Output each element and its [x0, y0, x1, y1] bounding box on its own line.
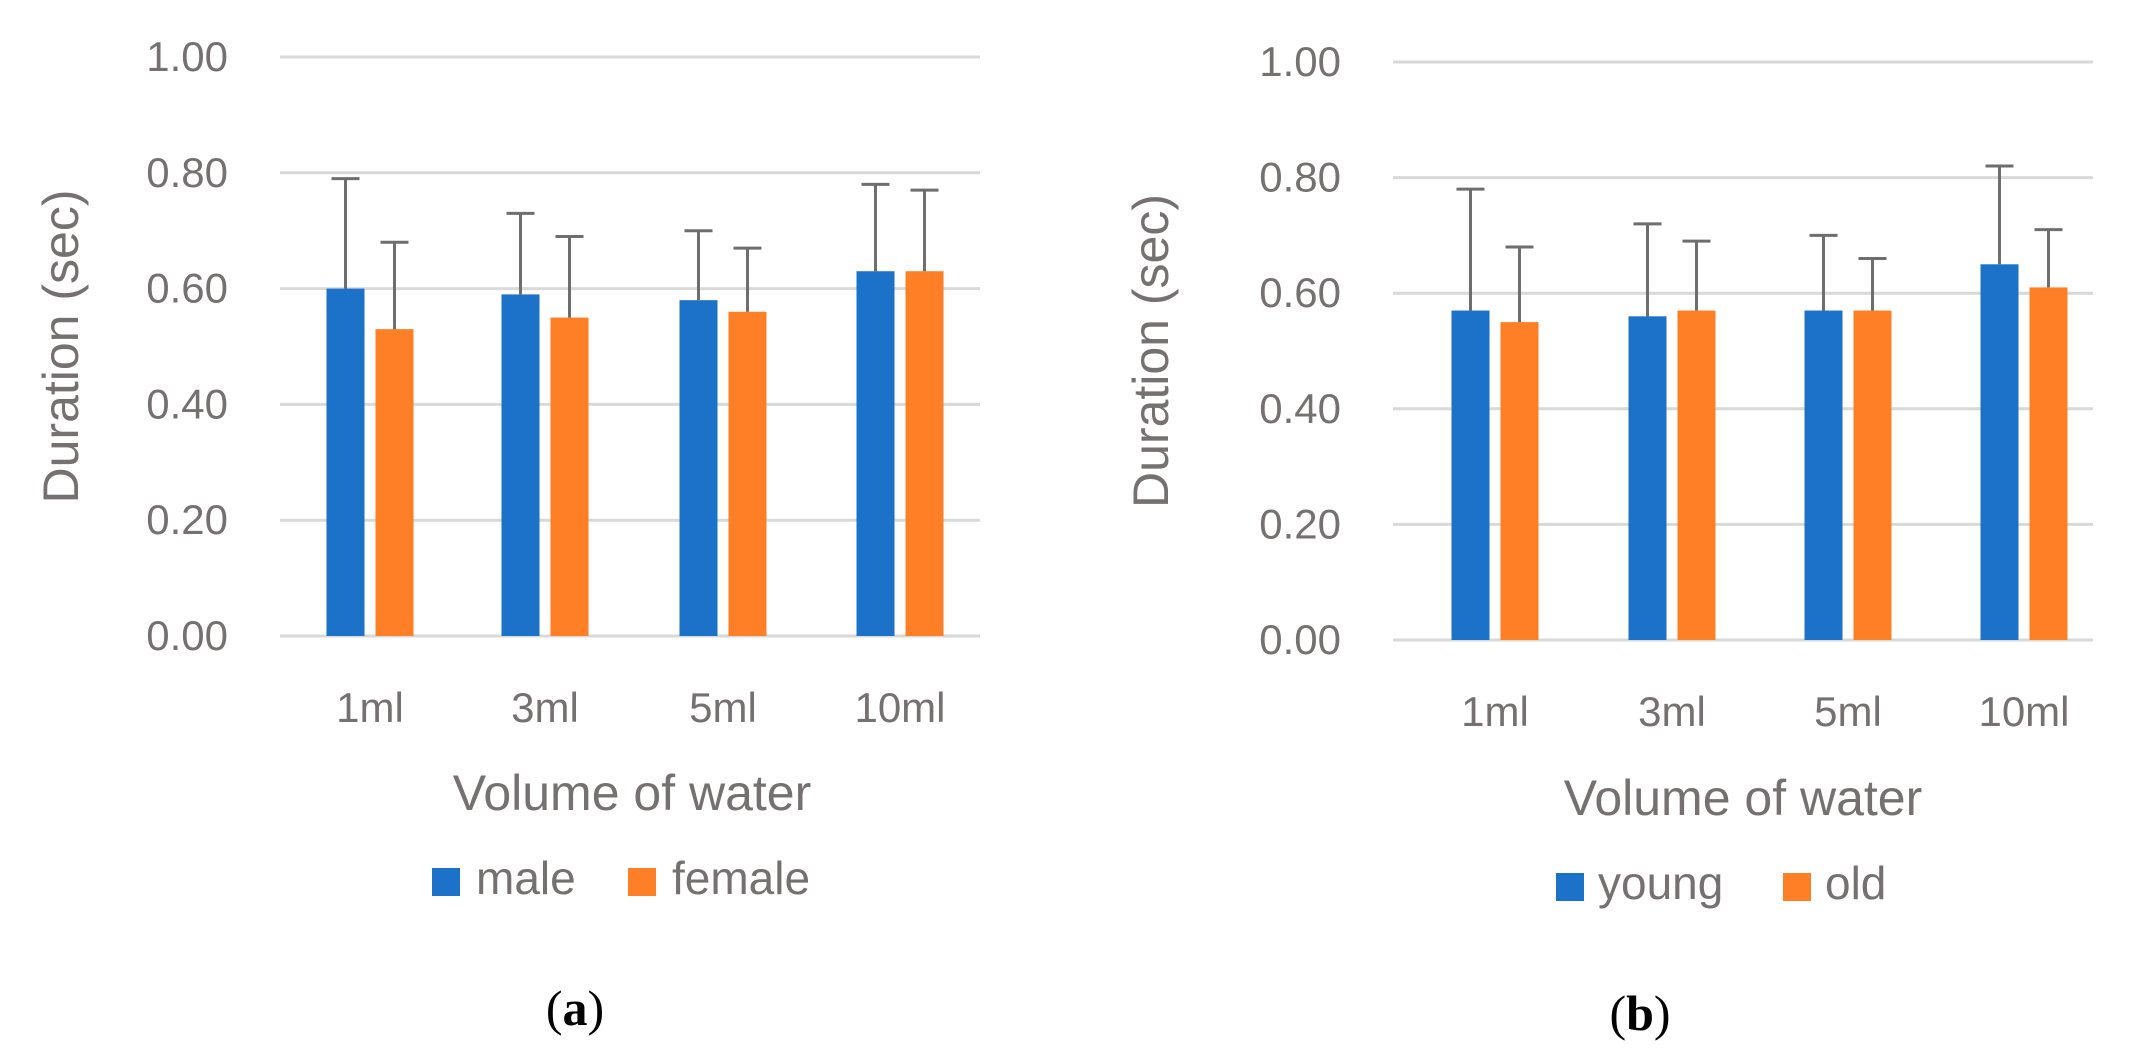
- y-tick-label: 0.20: [1259, 500, 1341, 547]
- legend-swatch-young: [1556, 873, 1584, 901]
- bar-female-5ml: [728, 311, 767, 636]
- legend-swatch-male: [432, 868, 460, 896]
- chart-panel-b: 0.00 0.20 0.40 0.60 0.80 1.00 1ml 3ml 5ml 10ml Dur…: [1123, 38, 2093, 1041]
- y-axis-ticks: 0.00 0.20 0.40 0.60 0.80 1.00: [1259, 38, 1341, 663]
- y-tick-label: 0.60: [146, 265, 228, 312]
- legend: male female: [432, 852, 810, 904]
- chart-panel-a: 0.00 0.20 0.40 0.60 0.80 1.00 1ml 3ml 5ml 10ml Dur…: [33, 33, 980, 1036]
- panel-label-open: (: [546, 980, 563, 1036]
- y-axis-title: Duration (sec): [1123, 194, 1179, 508]
- y-tick-label: 0.60: [1259, 269, 1341, 316]
- x-tick-label: 3ml: [1638, 688, 1706, 735]
- panel-label: (b): [1609, 985, 1670, 1041]
- bar-female-1ml: [375, 329, 414, 636]
- x-tick-label: 5ml: [689, 684, 757, 731]
- legend-label-young: young: [1598, 857, 1723, 909]
- legend: young old: [1556, 857, 1886, 909]
- legend-label-male: male: [476, 852, 576, 904]
- bar-male-1ml: [326, 288, 365, 636]
- bar-female-3ml: [550, 317, 589, 636]
- x-tick-label: 3ml: [511, 684, 579, 731]
- x-axis-title: Volume of water: [1564, 770, 1923, 826]
- y-axis-ticks: 0.00 0.20 0.40 0.60 0.80 1.00: [146, 33, 228, 659]
- bar-old-5ml: [1853, 310, 1892, 640]
- y-tick-label: 0.00: [146, 612, 228, 659]
- bar-young-3ml: [1628, 316, 1667, 640]
- bar-male-10ml: [856, 271, 895, 636]
- error-bars: [331, 177, 939, 330]
- bar-young-5ml: [1804, 310, 1843, 640]
- x-tick-label: 5ml: [1814, 688, 1882, 735]
- legend-label-female: female: [672, 852, 810, 904]
- bar-old-10ml: [2029, 287, 2068, 640]
- x-tick-label: 1ml: [1461, 688, 1529, 735]
- x-axis-title: Volume of water: [453, 765, 812, 821]
- y-tick-label: 0.80: [1259, 154, 1341, 201]
- x-axis-ticks: 1ml 3ml 5ml 10ml: [336, 684, 945, 731]
- y-tick-label: 1.00: [146, 33, 228, 80]
- bars: [1451, 264, 2068, 640]
- bar-male-3ml: [501, 294, 540, 636]
- bar-female-10ml: [905, 271, 944, 636]
- bar-young-10ml: [1980, 264, 2019, 640]
- error-bars: [1456, 164, 2063, 323]
- y-tick-label: 0.80: [146, 149, 228, 196]
- bar-old-3ml: [1677, 310, 1716, 640]
- y-tick-label: 1.00: [1259, 38, 1341, 85]
- bar-male-5ml: [679, 300, 718, 636]
- y-tick-label: 0.40: [1259, 385, 1341, 432]
- bars: [326, 271, 944, 636]
- panel-label-close: ): [1654, 985, 1671, 1041]
- bar-young-1ml: [1451, 310, 1490, 640]
- y-tick-label: 0.20: [146, 496, 228, 543]
- panel-label-letter: b: [1626, 985, 1654, 1041]
- y-tick-label: 0.00: [1259, 616, 1341, 663]
- legend-swatch-female: [628, 868, 656, 896]
- y-axis-title: Duration (sec): [33, 190, 89, 504]
- y-tick-label: 0.40: [146, 380, 228, 427]
- bar-old-1ml: [1500, 322, 1539, 640]
- legend-label-old: old: [1825, 857, 1886, 909]
- panel-label-letter: a: [563, 980, 588, 1036]
- panel-label: (a): [546, 980, 604, 1036]
- x-tick-label: 10ml: [854, 684, 945, 731]
- x-tick-label: 1ml: [336, 684, 404, 731]
- panel-label-open: (: [1609, 985, 1626, 1041]
- x-axis-ticks: 1ml 3ml 5ml 10ml: [1461, 688, 2069, 735]
- legend-swatch-old: [1783, 873, 1811, 901]
- panel-label-close: ): [588, 980, 605, 1036]
- x-tick-label: 10ml: [1978, 688, 2069, 735]
